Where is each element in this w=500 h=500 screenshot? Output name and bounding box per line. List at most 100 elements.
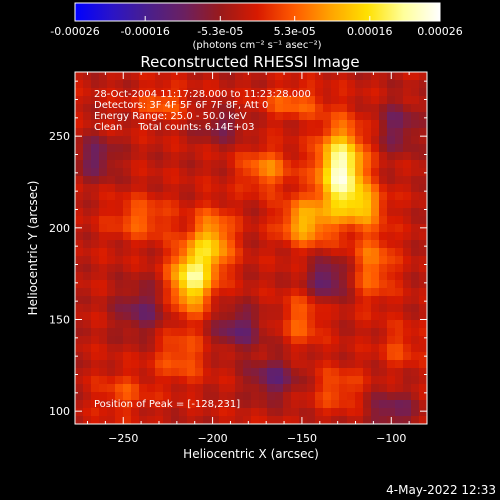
heatmap-cell [83,280,92,289]
heatmap-cell [395,328,404,337]
heatmap-cell [363,144,372,153]
heatmap-cell [123,400,132,409]
heatmap-cell [315,256,324,265]
heatmap-cell [267,368,276,377]
heatmap-cell [91,248,100,257]
heatmap-cell [99,272,108,281]
heatmap-cell [115,216,124,225]
heatmap-cell [123,296,132,305]
heatmap-cell [299,152,308,161]
heatmap-cell [275,96,284,105]
heatmap-cell [299,368,308,377]
heatmap-cell [155,408,164,417]
heatmap-cell [131,264,140,273]
heatmap-cell [195,184,204,193]
heatmap-cell [307,408,316,417]
heatmap-cell [403,176,412,185]
heatmap-cell [163,296,172,305]
heatmap-cell [107,344,116,353]
heatmap-cell [179,280,188,289]
heatmap-cell [171,160,180,169]
heatmap-cell [235,256,244,265]
heatmap-cell [115,88,124,97]
heatmap-cell [419,104,427,113]
heatmap-cell [419,400,427,409]
heatmap-cell [315,360,324,369]
heatmap-cell [379,256,388,265]
heatmap-cell [243,304,252,313]
heatmap-cell [387,176,396,185]
heatmap-cell [275,104,284,113]
heatmap-cell [131,184,140,193]
heatmap-cell [211,400,220,409]
heatmap-cell [203,216,212,225]
heatmap-cell [115,96,124,105]
heatmap-cell [235,376,244,385]
heatmap-cell [163,216,172,225]
heatmap-cell [139,344,148,353]
heatmap-cell [139,304,148,313]
heatmap-cell [339,112,348,121]
heatmap-cell [243,80,252,89]
heatmap-cell [91,320,100,329]
heatmap-cell [187,112,196,121]
heatmap-cell [195,248,204,257]
heatmap-cell [275,80,284,89]
heatmap-cell [259,224,268,233]
heatmap-cell [115,384,124,393]
heatmap-cell [83,360,92,369]
heatmap-cell [219,160,228,169]
heatmap-cell [131,352,140,361]
heatmap-cell [99,120,108,129]
heatmap-cell [363,264,372,273]
heatmap-cell [155,120,164,129]
heatmap-cell [243,296,252,305]
heatmap-cell [243,136,252,145]
heatmap-cell [339,136,348,145]
heatmap-cell [387,144,396,153]
heatmap-cell [163,328,172,337]
heatmap-cell [203,392,212,401]
heatmap-cell [251,72,260,81]
heatmap-cell [275,400,284,409]
heatmap-cell [339,280,348,289]
heatmap-cell [411,280,420,289]
heatmap-cell [315,72,324,81]
heatmap-cell [339,272,348,281]
heatmap-cell [275,128,284,137]
heatmap-cell [291,168,300,177]
heatmap-cell [371,88,380,97]
heatmap-cell [411,328,420,337]
heatmap-cell [323,120,332,129]
heatmap-cell [403,112,412,121]
heatmap-cell [339,208,348,217]
heatmap-cell [331,192,340,201]
heatmap-cell [379,320,388,329]
heatmap-cell [243,168,252,177]
heatmap-cell [227,88,236,97]
heatmap-cell [307,184,316,193]
heatmap-cell [171,184,180,193]
heatmap-cell [179,384,188,393]
heatmap-cell [387,240,396,249]
heatmap-cell [403,304,412,313]
heatmap-cell [75,328,84,337]
heatmap-cell [115,288,124,297]
heatmap-cell [211,120,220,129]
heatmap-cell [347,312,356,321]
heatmap-cell [107,336,116,345]
colorbar-tick-label: 5.3e-05 [274,25,316,38]
heatmap-cell [251,392,260,401]
heatmap-cell [323,352,332,361]
heatmap-cell [331,200,340,209]
heatmap-cell [243,408,252,417]
heatmap-cell [387,368,396,377]
heatmap-cell [283,392,292,401]
heatmap-cell [307,128,316,137]
heatmap-cell [75,344,84,353]
heatmap-cell [219,280,228,289]
heatmap-cell [211,368,220,377]
heatmap-cell [147,88,156,97]
heatmap-cell [139,88,148,97]
heatmap-cell [299,264,308,273]
